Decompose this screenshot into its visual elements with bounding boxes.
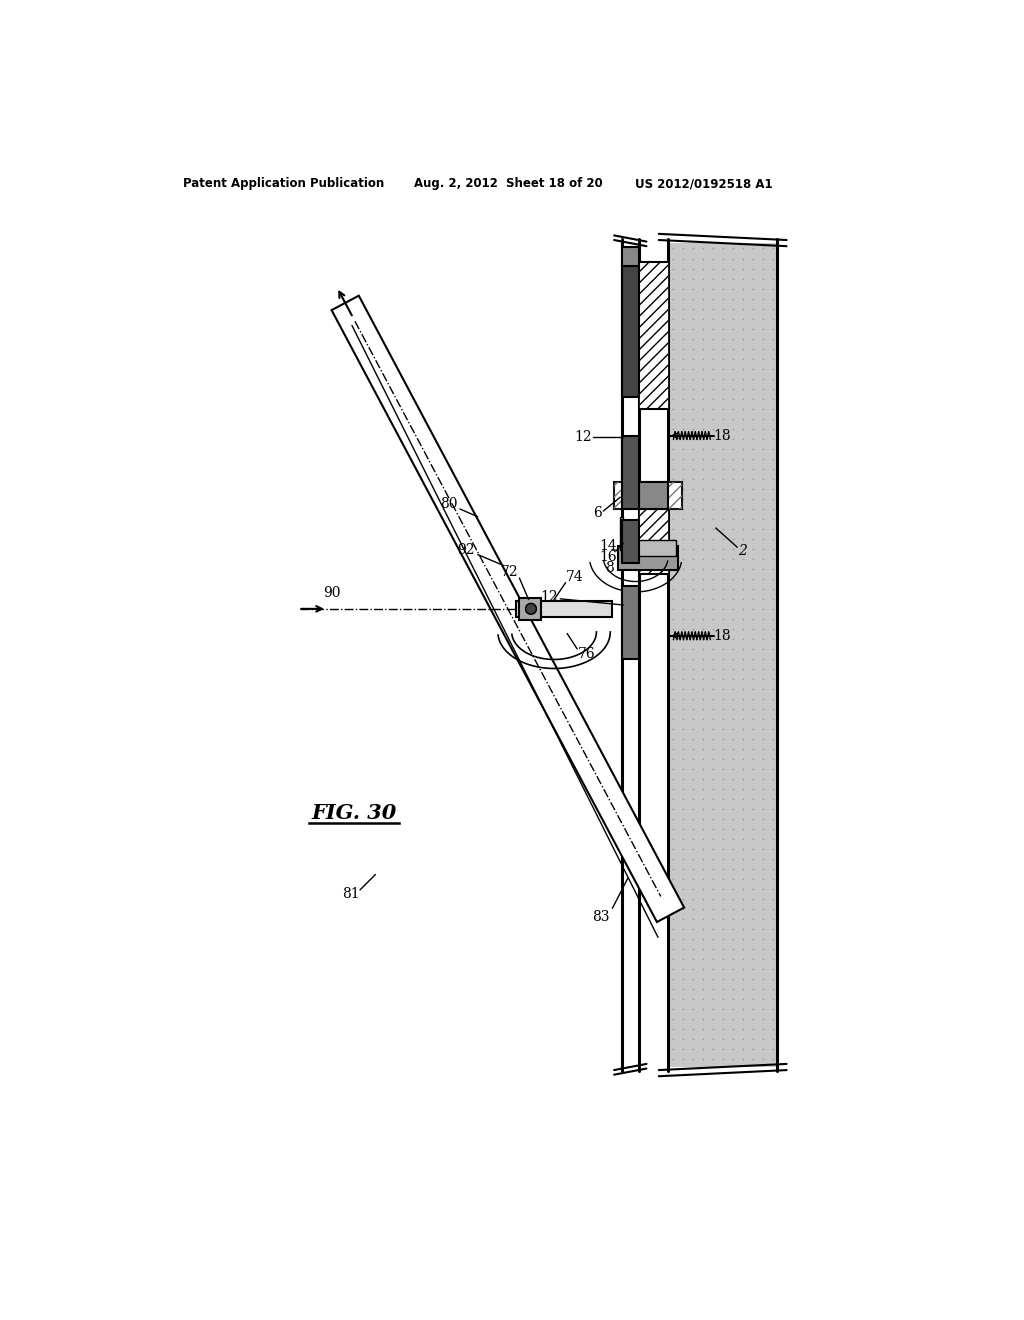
Bar [519, 598, 541, 619]
Text: 76: 76 [579, 647, 596, 660]
Text: 8: 8 [605, 561, 613, 576]
Bar [668, 243, 777, 1067]
Bar [624, 540, 676, 556]
Bar [622, 436, 639, 508]
Text: 80: 80 [440, 498, 458, 511]
Bar [622, 267, 639, 397]
Bar [622, 520, 639, 562]
Text: 74: 74 [566, 569, 584, 583]
Bar [639, 263, 668, 409]
Text: 72: 72 [502, 565, 519, 579]
Bar [622, 586, 639, 659]
Text: FIG. 30: FIG. 30 [311, 803, 396, 822]
Bar [617, 545, 678, 570]
Bar [639, 482, 668, 508]
Text: 16: 16 [599, 550, 616, 564]
Text: Sheet 18 of 20: Sheet 18 of 20 [506, 177, 603, 190]
Bar [639, 506, 668, 574]
Text: 12: 12 [540, 590, 557, 605]
Text: 6: 6 [594, 506, 602, 520]
Text: 2: 2 [738, 544, 748, 558]
Text: 12: 12 [574, 430, 592, 444]
Text: 81: 81 [342, 887, 359, 900]
Polygon shape [332, 296, 684, 923]
Text: 18: 18 [713, 429, 731, 442]
Bar [515, 601, 611, 616]
Text: Aug. 2, 2012: Aug. 2, 2012 [414, 177, 498, 190]
Text: 83: 83 [592, 909, 609, 924]
Bar [622, 247, 639, 267]
Text: 90: 90 [324, 586, 341, 601]
Text: 18: 18 [713, 628, 731, 643]
Text: Patent Application Publication: Patent Application Publication [183, 177, 384, 190]
Text: US 2012/0192518 A1: US 2012/0192518 A1 [635, 177, 772, 190]
Circle shape [525, 603, 537, 614]
Bar [614, 482, 682, 508]
Text: 92: 92 [458, 543, 475, 557]
Bar [614, 482, 682, 508]
Bar [620, 517, 624, 549]
Text: 14: 14 [599, 540, 616, 553]
